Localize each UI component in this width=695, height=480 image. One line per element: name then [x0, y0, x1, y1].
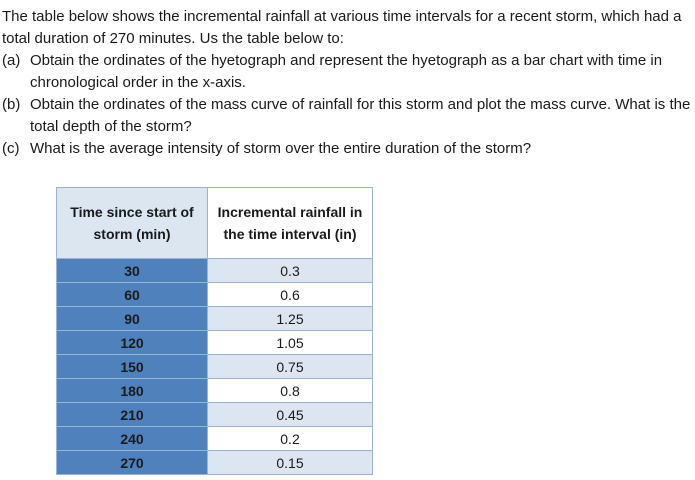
table-row: 240 0.2: [56, 426, 373, 451]
problem-intro: The table below shows the incremental ra…: [2, 8, 682, 47]
table-row: 30 0.3: [56, 258, 373, 283]
rainfall-cell: 0.2: [207, 426, 373, 451]
table-row: 270 0.15: [56, 450, 373, 475]
part-c-text: What is the average intensity of storm o…: [30, 140, 532, 157]
part-a-text: Obtain the ordinates of the hyetograph a…: [30, 52, 663, 91]
header-time: Time since start of storm (min): [56, 187, 208, 259]
time-cell: 120: [56, 330, 208, 355]
time-cell: 150: [56, 354, 208, 379]
part-a-label: (a): [2, 52, 21, 69]
part-b-label: (b): [2, 96, 21, 113]
part-a: (a) Obtain the ordinates of the hyetogra…: [2, 50, 692, 94]
part-c: (c) What is the average intensity of sto…: [2, 138, 692, 160]
table-header-row: Time since start of storm (min) Incremen…: [56, 187, 373, 259]
time-cell: 90: [56, 306, 208, 331]
time-cell: 60: [56, 282, 208, 307]
part-b: (b) Obtain the ordinates of the mass cur…: [2, 94, 692, 138]
part-c-label: (c): [2, 140, 20, 157]
table-row: 210 0.45: [56, 402, 373, 427]
rainfall-cell: 0.8: [207, 378, 373, 403]
rainfall-table: Time since start of storm (min) Incremen…: [56, 187, 373, 475]
rainfall-cell: 1.05: [207, 330, 373, 355]
time-cell: 240: [56, 426, 208, 451]
time-cell: 180: [56, 378, 208, 403]
rainfall-cell: 0.6: [207, 282, 373, 307]
rainfall-cell: 0.15: [207, 450, 373, 475]
time-cell: 270: [56, 450, 208, 475]
part-b-text: Obtain the ordinates of the mass curve o…: [30, 96, 691, 135]
table-row: 120 1.05: [56, 330, 373, 355]
rainfall-cell: 0.45: [207, 402, 373, 427]
rainfall-cell: 1.25: [207, 306, 373, 331]
rainfall-cell: 0.3: [207, 258, 373, 283]
table-row: 90 1.25: [56, 306, 373, 331]
table-row: 150 0.75: [56, 354, 373, 379]
time-cell: 30: [56, 258, 208, 283]
table-row: 180 0.8: [56, 378, 373, 403]
table-row: 60 0.6: [56, 282, 373, 307]
problem-statement: The table below shows the incremental ra…: [2, 6, 692, 160]
time-cell: 210: [56, 402, 208, 427]
header-incremental-rainfall: Incremental rainfall in the time interva…: [207, 187, 373, 259]
rainfall-cell: 0.75: [207, 354, 373, 379]
